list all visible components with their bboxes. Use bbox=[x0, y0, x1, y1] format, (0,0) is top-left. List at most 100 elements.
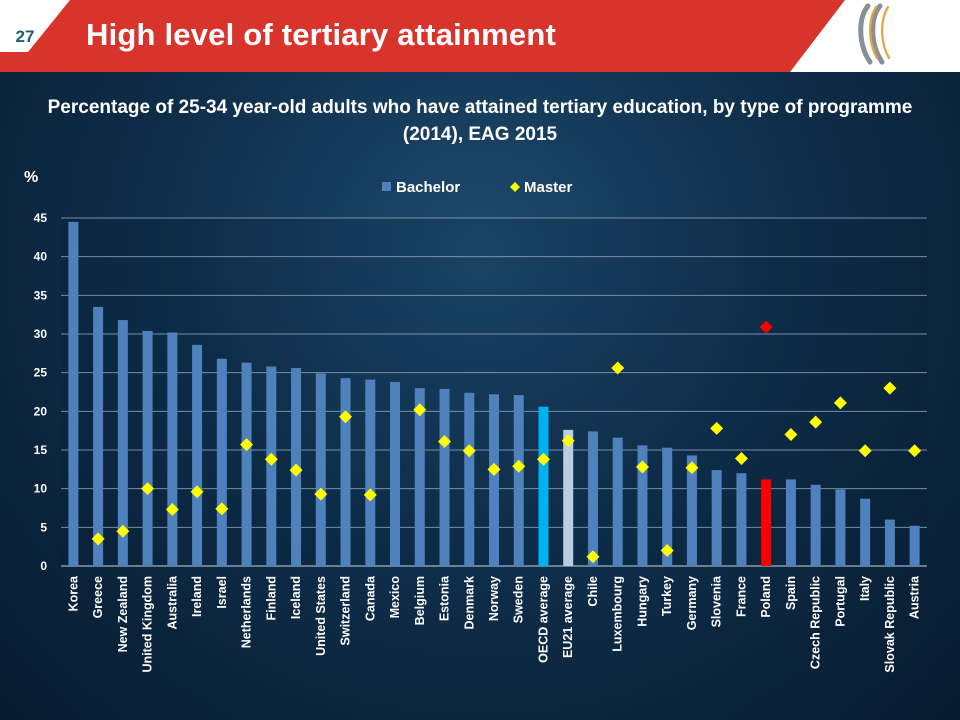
x-tick-label: Portugal bbox=[833, 576, 847, 627]
bar-mexico bbox=[390, 381, 401, 566]
master-point-israel bbox=[215, 502, 229, 516]
x-tick-label: Austria bbox=[908, 575, 922, 619]
y-tick-label: 35 bbox=[34, 288, 48, 302]
y-tick-label: 25 bbox=[34, 366, 48, 380]
x-tick-label: Slovenia bbox=[710, 575, 724, 627]
bar-greece bbox=[93, 306, 104, 566]
x-tick-label: Mexico bbox=[388, 576, 402, 619]
bar-canada bbox=[365, 379, 376, 566]
master-point-italy bbox=[858, 444, 872, 458]
y-tick-label: 0 bbox=[40, 559, 47, 573]
master-point-united-states bbox=[314, 487, 328, 501]
header-red-band bbox=[0, 0, 845, 72]
master-point-eu21-average bbox=[561, 434, 575, 448]
x-tick-label: Finland bbox=[264, 576, 278, 620]
bar-israel bbox=[216, 358, 227, 566]
x-tick-label: Turkey bbox=[660, 576, 674, 616]
legend-master-swatch bbox=[510, 182, 520, 192]
bar-spain bbox=[785, 479, 796, 566]
x-tick-label: Norway bbox=[487, 576, 501, 621]
oecd-logo-icon bbox=[858, 3, 891, 65]
page-number: 27 bbox=[15, 27, 35, 46]
master-point-australia bbox=[165, 503, 179, 517]
bar-austria bbox=[909, 525, 920, 566]
legend-bachelor-swatch bbox=[382, 182, 391, 191]
x-tick-label: Israel bbox=[215, 576, 229, 609]
master-point-slovak-republic bbox=[883, 381, 897, 395]
bar-czech-republic bbox=[810, 484, 821, 566]
bar-korea bbox=[68, 221, 79, 566]
x-tick-label: Greece bbox=[91, 576, 105, 618]
master-point-switzerland bbox=[339, 410, 353, 424]
y-tick-label: 30 bbox=[34, 327, 48, 341]
slide-title: High level of tertiary attainment bbox=[86, 17, 556, 52]
master-point-belgium bbox=[413, 403, 427, 417]
bar-oecd-average bbox=[538, 406, 549, 566]
x-tick-label: France bbox=[734, 576, 748, 617]
master-point-norway bbox=[487, 462, 501, 476]
x-tick-label: Switzerland bbox=[339, 576, 353, 645]
master-point-estonia bbox=[438, 434, 452, 448]
bar-turkey bbox=[662, 447, 673, 566]
x-tick-label: Germany bbox=[685, 576, 699, 630]
x-tick-label: Australia bbox=[165, 575, 179, 630]
master-point-turkey bbox=[660, 544, 674, 558]
x-tick-label: Netherlands bbox=[240, 576, 254, 648]
bar-poland bbox=[761, 479, 772, 566]
x-tick-label: Estonia bbox=[438, 575, 452, 621]
master-point-iceland bbox=[289, 463, 303, 477]
master-point-slovenia bbox=[710, 421, 724, 435]
master-point-france bbox=[734, 452, 748, 466]
x-tick-label: Sweden bbox=[512, 576, 526, 623]
master-point-portugal bbox=[833, 396, 847, 410]
master-point-canada bbox=[363, 488, 377, 502]
y-tick-label: 10 bbox=[34, 482, 48, 496]
master-point-greece bbox=[91, 532, 105, 546]
master-point-chile bbox=[586, 550, 600, 564]
x-tick-label: Spain bbox=[784, 576, 798, 610]
chart-subtitle: Percentage of 25-34 year-old adults who … bbox=[47, 97, 913, 145]
bar-united-states bbox=[315, 373, 326, 566]
bar-sweden bbox=[513, 395, 524, 566]
y-tick-label: 45 bbox=[34, 211, 48, 225]
y-tick-label: 15 bbox=[34, 443, 48, 457]
x-tick-label: Slovak Republic bbox=[883, 576, 897, 673]
legend-master-label: Master bbox=[524, 179, 573, 196]
bar-estonia bbox=[439, 388, 450, 566]
master-point-oecd-average bbox=[536, 452, 550, 466]
bar-chile bbox=[587, 431, 598, 566]
x-tick-label: Iceland bbox=[289, 576, 303, 619]
bar-germany bbox=[686, 455, 697, 566]
bar-france bbox=[736, 473, 747, 566]
x-tick-label: Belgium bbox=[413, 576, 427, 625]
bar-slovak-republic bbox=[884, 519, 895, 566]
bar-netherlands bbox=[241, 362, 252, 566]
x-tick-label: Korea bbox=[66, 575, 80, 611]
bar-hungary bbox=[637, 445, 648, 566]
bar-denmark bbox=[464, 392, 475, 566]
x-tick-label: Poland bbox=[759, 576, 773, 618]
master-point-czech-republic bbox=[809, 415, 823, 429]
bar-portugal bbox=[835, 489, 846, 566]
x-tick-label: Ireland bbox=[190, 576, 204, 617]
bar-italy bbox=[860, 498, 871, 566]
master-point-poland bbox=[759, 320, 773, 334]
x-tick-label: New Zealand bbox=[116, 576, 130, 652]
y-tick-label: 5 bbox=[40, 520, 47, 534]
x-tick-label: Luxembourg bbox=[611, 576, 625, 652]
master-point-united-kingdom bbox=[141, 482, 155, 496]
x-tick-label: United States bbox=[314, 576, 328, 656]
x-tick-label: United Kingdom bbox=[141, 576, 155, 673]
x-tick-label: Canada bbox=[363, 575, 377, 621]
master-point-spain bbox=[784, 428, 798, 442]
master-point-denmark bbox=[462, 444, 476, 458]
header-page-tab bbox=[0, 0, 70, 52]
x-tick-label: Czech Republic bbox=[809, 576, 823, 669]
master-point-germany bbox=[685, 461, 699, 475]
x-tick-label: Denmark bbox=[462, 576, 476, 630]
x-tick-label: Chile bbox=[586, 576, 600, 607]
x-tick-label: Italy bbox=[858, 576, 872, 601]
x-tick-label: EU21 average bbox=[561, 576, 575, 658]
master-point-ireland bbox=[190, 485, 204, 499]
